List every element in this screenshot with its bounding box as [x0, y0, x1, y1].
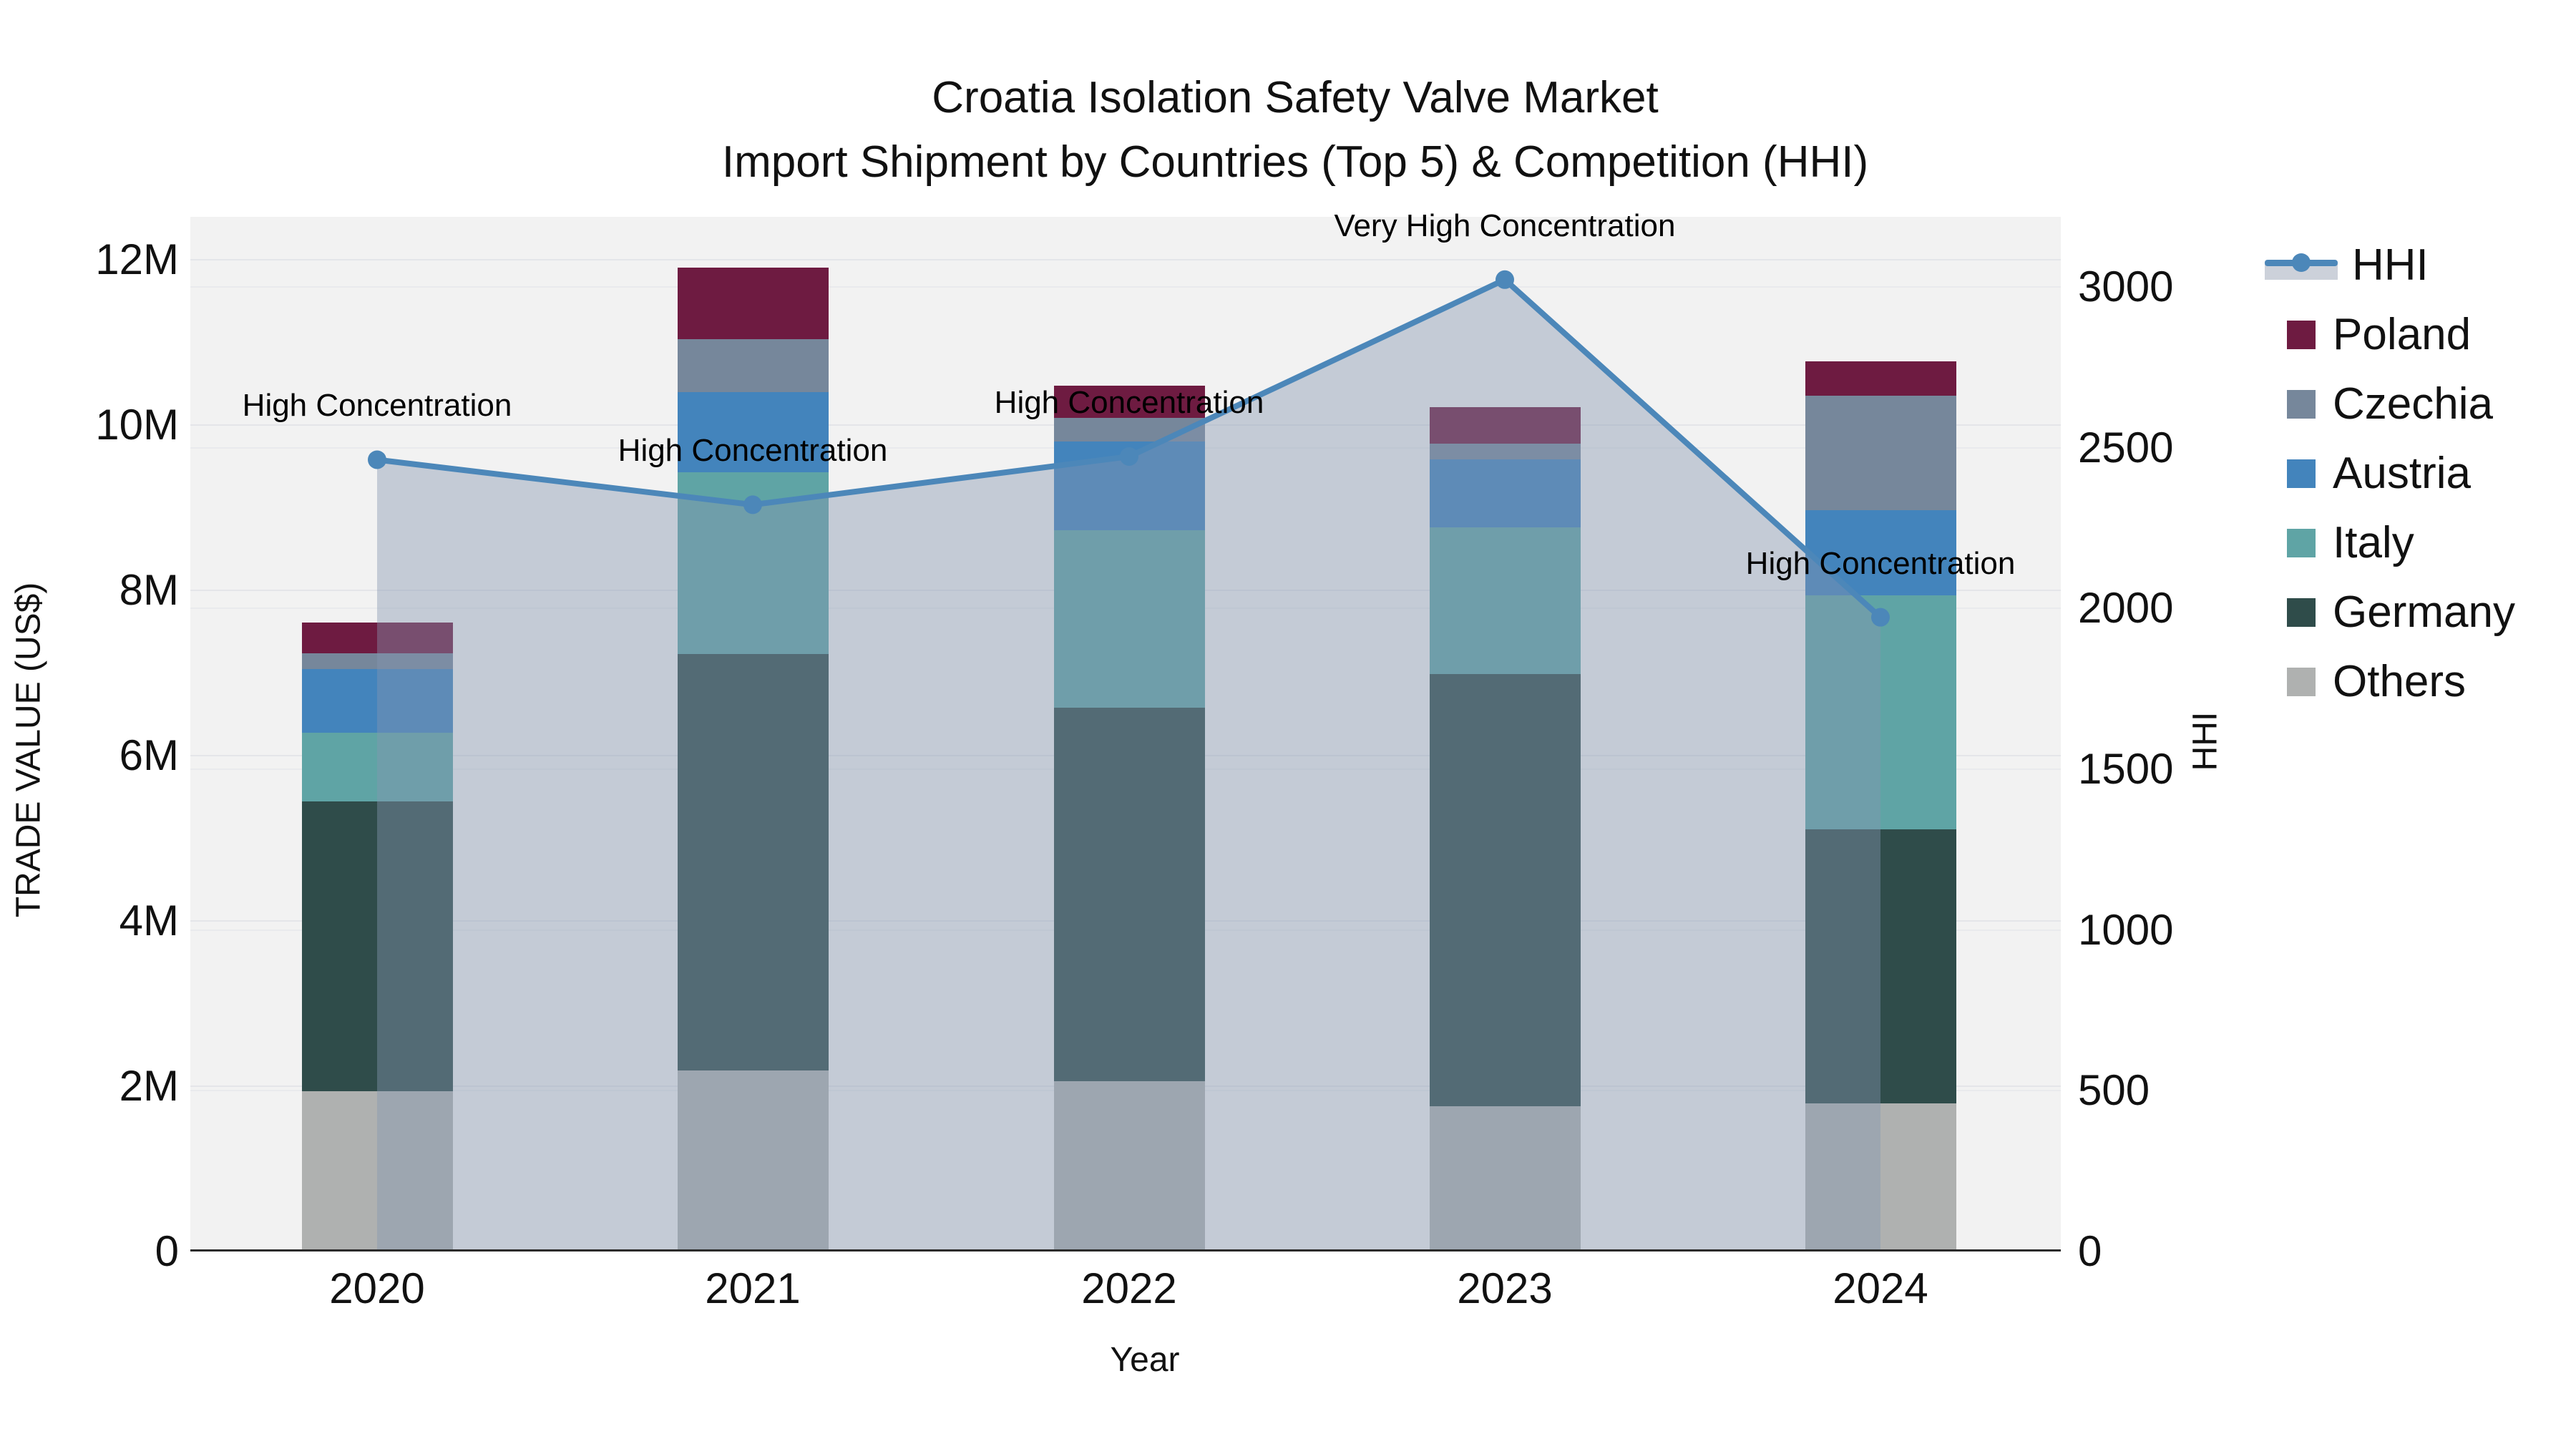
y-right-tick-label: 2000 — [2078, 584, 2174, 633]
x-axis-line — [190, 1249, 2061, 1252]
hhi-marker-2022[interactable] — [1120, 447, 1138, 466]
legend-item-others[interactable]: Others — [2265, 647, 2515, 716]
bar-segment-germany-2021[interactable] — [677, 654, 829, 1071]
legend-label: Italy — [2333, 518, 2414, 567]
legend-swatch-icon — [2287, 389, 2316, 419]
y-left-tick-label: 0 — [155, 1227, 179, 1275]
annotation-2024: High Concentration — [1745, 545, 2016, 581]
bar-segment-italy-2022[interactable] — [1053, 530, 1205, 708]
hhi-area-fill — [377, 279, 1880, 1251]
bar-segment-italy-2023[interactable] — [1429, 527, 1581, 674]
plot-area: High Concentration High Concentration High… — [190, 208, 2061, 1251]
hhi-marker-2023[interactable] — [1496, 270, 1514, 289]
legend-swatch-icon — [2287, 320, 2316, 349]
legend-swatch-icon — [2287, 597, 2316, 627]
y-right-tick-label: 0 — [2078, 1227, 2102, 1275]
annotation-2020: High Concentration — [242, 388, 512, 424]
bar-segment-germany-2023[interactable] — [1429, 673, 1581, 1106]
bar-segment-poland-2021[interactable] — [677, 267, 829, 340]
annotation-2021: High Concentration — [618, 433, 888, 469]
y-left-tick-label: 4M — [119, 897, 179, 945]
y-right-tick-label: 1500 — [2078, 744, 2174, 793]
annotation-2022: High Concentration — [994, 384, 1264, 420]
legend-item-italy[interactable]: Italy — [2265, 508, 2515, 577]
bar-segment-czechia-2021[interactable] — [677, 339, 829, 392]
hhi-line-legend-icon — [2265, 250, 2338, 281]
bar-segment-poland-2023[interactable] — [1429, 406, 1581, 444]
legend-label: HHI — [2352, 240, 2429, 290]
bar-segment-austria-2020[interactable] — [301, 668, 453, 733]
legend-swatch-icon — [2287, 528, 2316, 557]
bar-segment-czechia-2023[interactable] — [1429, 443, 1581, 459]
gridline-right-axis — [190, 286, 2061, 288]
x-axis-title: Year — [1110, 1341, 1180, 1379]
bar-segment-others-2024[interactable] — [1805, 1103, 1956, 1251]
legend-label: Austria — [2333, 449, 2471, 498]
y-right-tick-label: 2500 — [2078, 423, 2174, 472]
x-tick-label-2020: 2020 — [329, 1264, 425, 1312]
x-tick-label-2024: 2024 — [1833, 1264, 1928, 1312]
legend-label: Poland — [2333, 310, 2472, 359]
y-right-tick-label: 3000 — [2078, 262, 2174, 311]
y-left-tick-label: 6M — [119, 731, 179, 779]
bar-segment-poland-2024[interactable] — [1805, 361, 1956, 396]
bar-segment-italy-2024[interactable] — [1805, 595, 1956, 829]
bar-segment-austria-2024[interactable] — [1805, 510, 1956, 596]
y-left-tick-label: 2M — [119, 1062, 179, 1110]
legend-swatch-icon — [2287, 667, 2316, 696]
chart-title-line2: Import Shipment by Countries (Top 5) & C… — [721, 137, 1869, 187]
legend-label: Others — [2333, 657, 2467, 706]
bar-segment-italy-2020[interactable] — [301, 732, 453, 801]
x-tick-label-2022: 2022 — [1081, 1264, 1177, 1312]
legend-label: Czechia — [2333, 379, 2493, 429]
chart-title: Croatia Isolation Safety Valve Market Im… — [722, 66, 1868, 195]
gridline-left-axis — [190, 259, 2061, 260]
x-tick-label-2023: 2023 — [1457, 1264, 1553, 1312]
hhi-marker-sample — [2292, 253, 2311, 272]
bar-segment-germany-2024[interactable] — [1805, 829, 1956, 1104]
hhi-area-sample — [2265, 263, 2338, 280]
bar-segment-czechia-2024[interactable] — [1805, 395, 1956, 511]
hhi-overlay — [368, 270, 1890, 1251]
hhi-marker-2021[interactable] — [743, 495, 762, 514]
chart-title-line1: Croatia Isolation Safety Valve Market — [932, 73, 1659, 122]
bar-segment-others-2021[interactable] — [677, 1070, 829, 1251]
legend-item-poland[interactable]: Poland — [2265, 300, 2515, 369]
y-right-axis-title: HHI — [2186, 711, 2225, 771]
y-left-tick-label: 10M — [95, 401, 179, 449]
x-tick-label-2021: 2021 — [705, 1264, 801, 1312]
bar-segment-others-2023[interactable] — [1429, 1106, 1581, 1251]
legend-swatch-icon — [2287, 459, 2316, 488]
bar-segment-others-2022[interactable] — [1053, 1081, 1205, 1251]
bar-segment-germany-2020[interactable] — [301, 801, 453, 1092]
bar-segment-austria-2023[interactable] — [1429, 459, 1581, 528]
legend-label: Germany — [2333, 587, 2515, 637]
legend: HHI Poland Czechia Austria Italy Germany Other… — [2265, 230, 2515, 716]
hhi-marker-2020[interactable] — [368, 450, 386, 469]
legend-item-czechia[interactable]: Czechia — [2265, 369, 2515, 439]
annotation-2023: Very High Concentration — [1334, 208, 1676, 243]
hhi-marker-2024[interactable] — [1871, 608, 1890, 627]
legend-item-hhi[interactable]: HHI — [2265, 230, 2515, 300]
y-left-tick-label: 12M — [95, 235, 179, 283]
legend-item-austria[interactable]: Austria — [2265, 439, 2515, 508]
bar-segment-poland-2020[interactable] — [301, 623, 453, 653]
bar-segment-others-2020[interactable] — [301, 1091, 453, 1251]
bar-segment-germany-2022[interactable] — [1053, 708, 1205, 1082]
y-right-tick-label: 500 — [2078, 1066, 2150, 1115]
bar-segment-czechia-2020[interactable] — [301, 653, 453, 669]
bar-segment-poland-2022[interactable] — [1053, 385, 1205, 418]
legend-item-germany[interactable]: Germany — [2265, 577, 2515, 647]
y-right-tick-label: 1000 — [2078, 905, 2174, 954]
bar-segment-austria-2021[interactable] — [677, 391, 829, 472]
y-left-tick-label: 8M — [119, 566, 179, 614]
